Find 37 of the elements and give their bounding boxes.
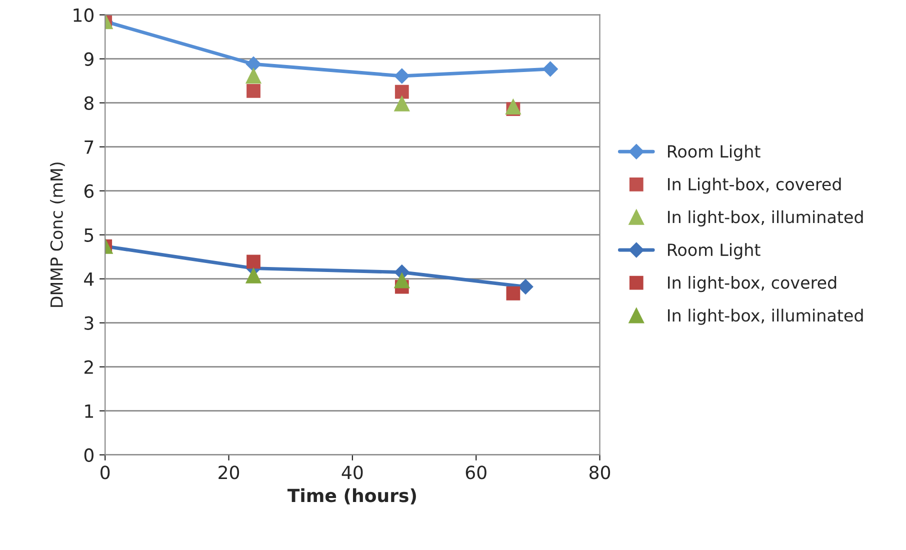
y-tick-label: 2 <box>84 360 93 374</box>
point <box>542 61 558 77</box>
point <box>506 286 520 300</box>
y-tick-label: 9 <box>84 52 94 66</box>
point <box>394 96 410 112</box>
x-tick-label: 0 <box>100 466 110 480</box>
point <box>246 84 260 98</box>
y-tick-label: 4 <box>84 272 94 286</box>
point <box>394 84 409 99</box>
x-axis-title: Time (hours) <box>287 488 416 504</box>
point <box>518 279 534 294</box>
legend-label: Room Light <box>668 144 760 161</box>
y-tick-label: 5 <box>84 228 94 242</box>
point <box>246 268 262 284</box>
point <box>246 56 262 72</box>
point <box>506 99 521 114</box>
y-tick-label: 3 <box>84 316 94 330</box>
legend-label: In light-box, illuminated <box>668 308 863 325</box>
x-tick-label: 40 <box>342 466 363 480</box>
point <box>246 68 262 84</box>
y-tick-label: 7 <box>84 140 94 154</box>
x-tick-label: 20 <box>218 466 240 480</box>
point <box>394 272 410 288</box>
legend-label: Room Light <box>668 243 760 260</box>
y-tick-label: 6 <box>84 184 94 198</box>
y-tick-label: 1 <box>85 404 94 418</box>
x-tick-label: 80 <box>590 466 610 480</box>
y-tick-label: 8 <box>84 96 94 110</box>
point <box>394 68 410 84</box>
y-tick-label: 0 <box>84 448 94 462</box>
x-tick-label: 60 <box>466 466 486 480</box>
y-axis-title: DMMP Conc (mM) <box>50 162 65 307</box>
legend-label: In Light-box, covered <box>668 178 841 194</box>
y-tick-label: 10 <box>74 8 94 22</box>
point <box>246 254 260 269</box>
legend-label: In light-box, covered <box>668 276 836 292</box>
legend-label: In light-box, illuminated <box>668 210 863 227</box>
